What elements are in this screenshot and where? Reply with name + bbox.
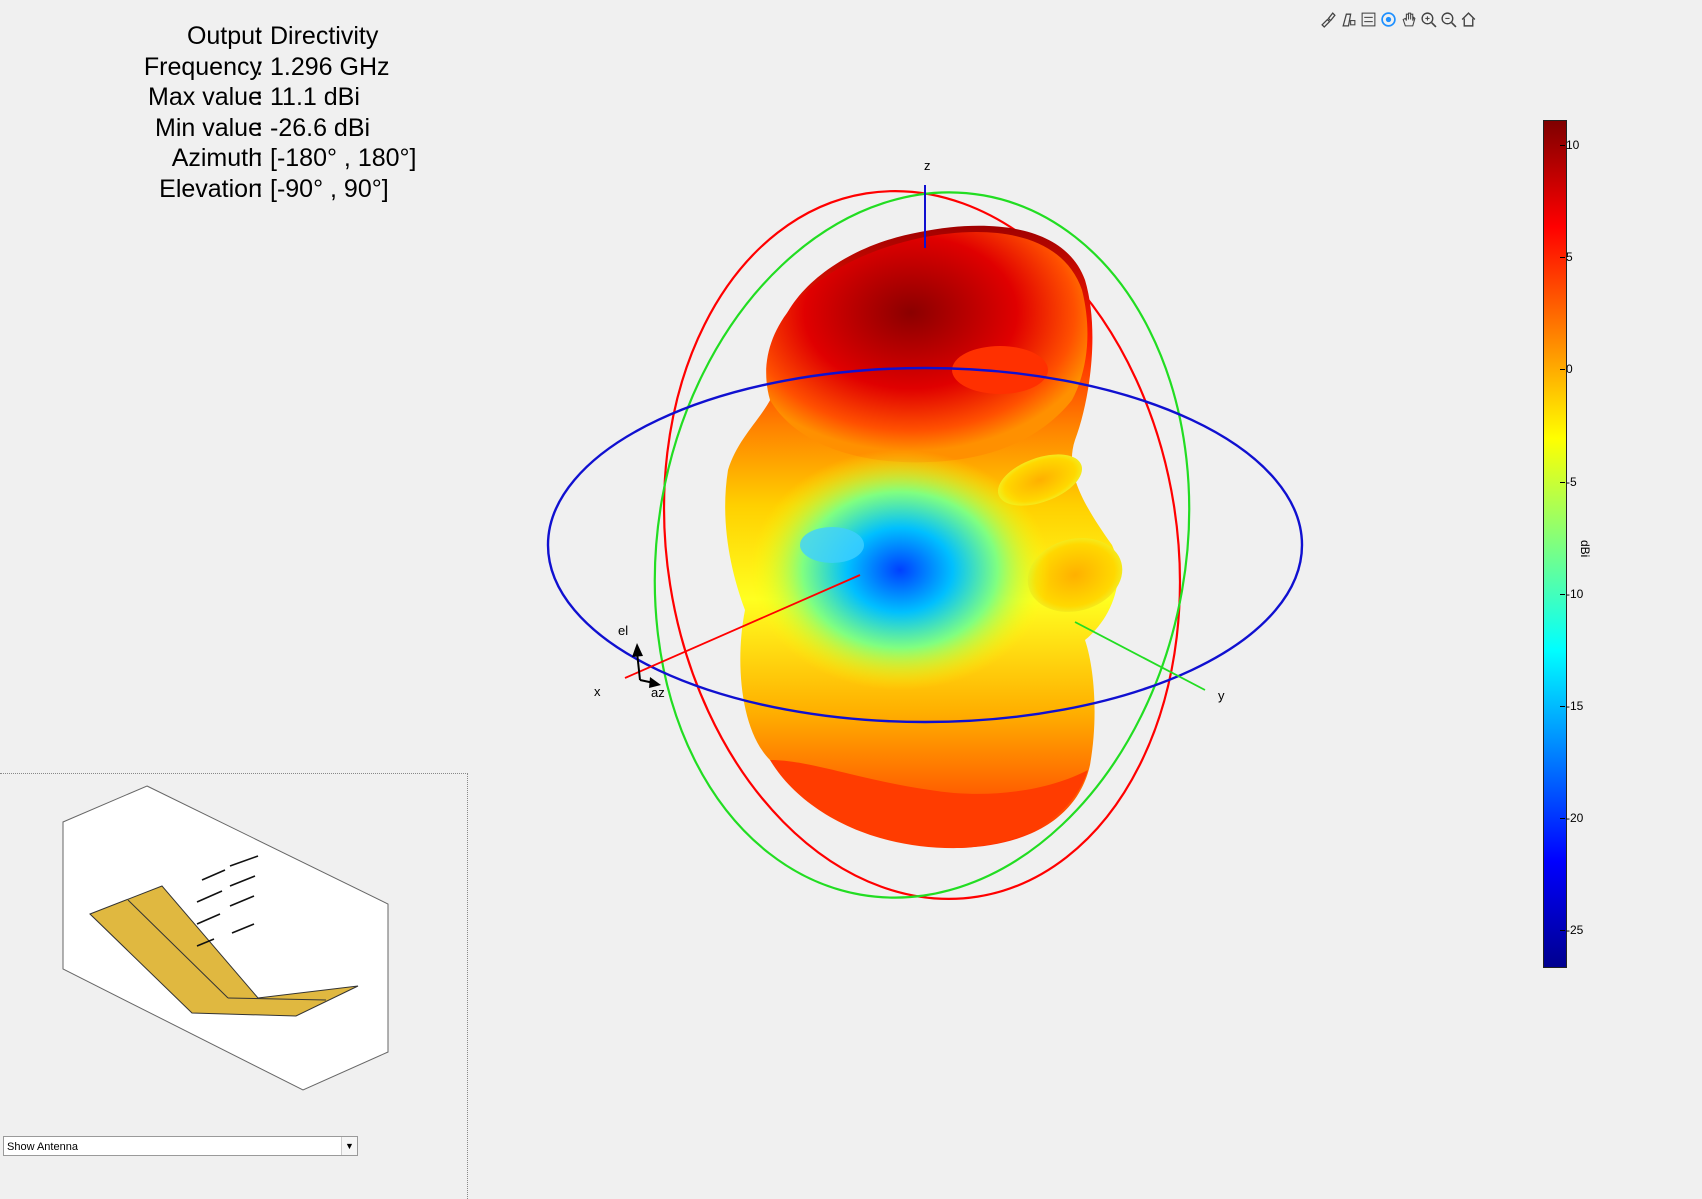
info-label: Max value (148, 83, 262, 111)
rotate-icon[interactable] (1378, 8, 1398, 30)
info-value: 1.296 GHz (270, 52, 390, 81)
z-axis-label: z (924, 158, 931, 173)
info-value: [-180° , 180°] (270, 144, 417, 172)
info-label: Min value (155, 113, 262, 142)
x-axis-label: x (594, 684, 601, 699)
colorbar-tick: 5 (1560, 250, 1573, 264)
colorbar-tick: -15 (1559, 699, 1584, 713)
y-axis-line (1074, 621, 1206, 691)
colorbar-tick: -20 (1559, 811, 1584, 825)
info-value: Directivity (270, 22, 379, 50)
info-label: Frequency (143, 52, 262, 81)
data-tip-icon[interactable] (1338, 8, 1358, 30)
colorbar-unit-label: dBi (1578, 540, 1592, 558)
el-label: el (618, 623, 629, 638)
colorbar-tick: -10 (1559, 587, 1584, 601)
zoom-out-icon[interactable] (1438, 8, 1458, 30)
x-axis-line (624, 574, 861, 679)
azimuth-circle-xy (546, 366, 1304, 724)
y-axis-label: y (1218, 688, 1225, 703)
colorbar[interactable] (1543, 120, 1567, 968)
antenna-view-dropdown[interactable]: Show Antenna ▼ (3, 1136, 358, 1156)
axes-toolbar (1318, 8, 1478, 30)
chevron-down-icon[interactable]: ▼ (341, 1137, 357, 1155)
pan-icon[interactable] (1398, 8, 1418, 30)
zoom-in-icon[interactable] (1418, 8, 1438, 30)
elevation-circle-xz (662, 190, 1182, 900)
pattern-surface (725, 225, 1123, 849)
az-el-indicator (632, 643, 661, 688)
info-value: [-90° , 90°] (270, 174, 389, 203)
colorbar-tick: -5 (1560, 475, 1577, 489)
antenna-panel (0, 773, 468, 1199)
info-label: Elevation (159, 174, 262, 203)
az-label: az (651, 685, 665, 700)
info-value: -26.6 dBi (270, 113, 371, 142)
elevation-circle-yz (653, 191, 1191, 899)
dropdown-selected-value: Show Antenna (7, 1141, 78, 1153)
info-value: 11.1 dBi (270, 83, 360, 111)
colorbar-tick: 0 (1560, 362, 1573, 376)
brush-icon[interactable] (1318, 8, 1338, 30)
legend-icon[interactable] (1358, 8, 1378, 30)
home-icon[interactable] (1458, 8, 1478, 30)
info-label: Output (186, 22, 262, 50)
antenna-preview (62, 785, 389, 1091)
colorbar-tick: -25 (1559, 923, 1584, 937)
colorbar-tick: 10 (1559, 138, 1580, 152)
info-label: Azimuth (171, 144, 262, 172)
